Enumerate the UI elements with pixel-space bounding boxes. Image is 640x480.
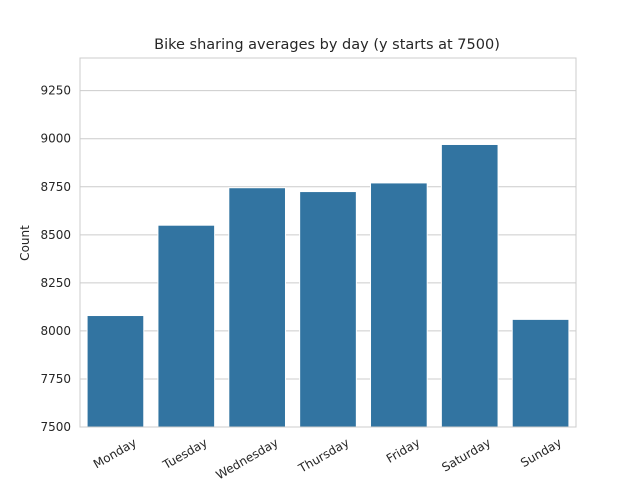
y-tick-label: 7500: [40, 420, 71, 434]
y-tick-label: 9250: [40, 84, 71, 98]
y-tick-label: 9000: [40, 132, 71, 146]
y-ticks: 7500 7750 8000 8250 8500 8750 9000 9250: [40, 84, 71, 434]
y-tick-label: 8750: [40, 180, 71, 194]
bars: [86, 143, 570, 428]
x-tick-label: Friday: [384, 435, 423, 465]
bar-thursday: [299, 191, 357, 428]
x-tick-label: Sunday: [518, 435, 564, 470]
plot-frame: [79, 57, 577, 428]
y-tick-label: 8000: [40, 324, 71, 338]
x-tick-label: Thursday: [295, 435, 351, 476]
bar-tuesday: [157, 224, 216, 428]
x-tick-label: Saturday: [439, 435, 493, 474]
y-tick-label: 8250: [40, 276, 71, 290]
x-tick-label: Wednesday: [213, 435, 280, 480]
bar-wednesday: [228, 187, 286, 428]
y-axis-title: Count: [18, 225, 32, 261]
bar-friday: [370, 182, 428, 428]
y-tick-label: 8500: [40, 228, 71, 242]
chart-title: Bike sharing averages by day (y starts a…: [154, 37, 500, 53]
x-tick-label: Tuesday: [160, 435, 210, 472]
y-tick-label: 7750: [40, 372, 71, 386]
x-ticks: Monday Tuesday Wednesday Thursday Friday Satu…: [91, 435, 564, 480]
bar-sunday: [511, 318, 570, 428]
plot-frame-rect: [79, 57, 577, 428]
x-tick-label: Monday: [91, 435, 139, 471]
bar-saturday: [440, 143, 499, 428]
bar-monday: [86, 315, 145, 428]
